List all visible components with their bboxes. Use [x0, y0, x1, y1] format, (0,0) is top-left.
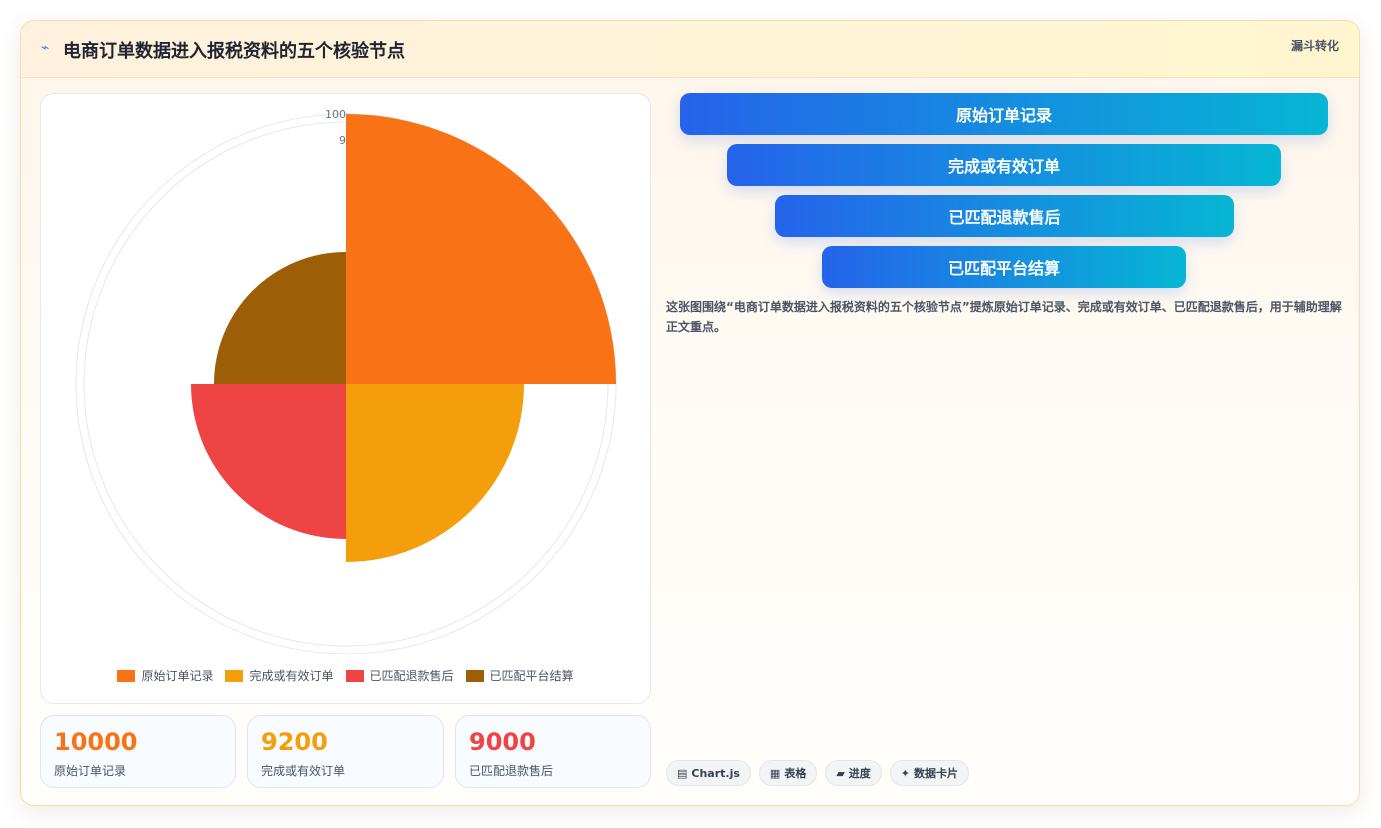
legend-label: 原始订单记录 [141, 669, 214, 683]
chart-description: 这张图围绕“电商订单数据进入报税资料的五个核验节点”提炼原始订单记录、完成或有效… [666, 300, 1342, 334]
legend-label: 完成或有效订单 [249, 669, 334, 683]
chip-progress[interactable]: ▰ 进度 [825, 760, 882, 786]
chart-card: ⌁ 电商订单数据进入报税资料的五个核验节点 漏斗转化 100 9 原始订单记录 完成… [20, 20, 1360, 806]
stat-label: 原始订单记录 [54, 764, 127, 778]
r-tick-label: 100 [325, 108, 346, 121]
chart-panel: 100 9 原始订单记录 完成或有效订单 已匹配退款售后 已匹配平台结算 [40, 93, 651, 704]
chip-chartjs[interactable]: ▤ Chart.js [666, 760, 751, 786]
chip-table[interactable]: ▦ 表格 [758, 760, 818, 786]
tech-chips: ▤ Chart.js ▦ 表格 ▰ 进度 ✦ 数据卡片 [666, 760, 970, 786]
funnel-stage-1: 原始订单记录 [680, 93, 1328, 135]
funnel-stage-2: 完成或有效订单 [727, 144, 1281, 186]
legend-swatch [345, 669, 364, 682]
stat-value: 9000 [469, 728, 536, 756]
funnel-stage-3: 已匹配退款售后 [775, 195, 1234, 237]
stat-card-3: 9000 已匹配退款售后 [455, 715, 651, 788]
stat-card-2: 9200 完成或有效订单 [247, 715, 444, 788]
chip-label: 进度 [848, 767, 871, 780]
stat-value: 9200 [261, 728, 328, 756]
chart-legend: 原始订单记录 完成或有效订单 已匹配退款售后 已匹配平台结算 [41, 667, 650, 684]
chart-icon: ▤ [677, 766, 688, 780]
progress-icon: ▰ [836, 766, 845, 780]
chip-data-cards[interactable]: ✦ 数据卡片 [889, 760, 970, 786]
polar-segment-3[interactable] [191, 384, 346, 539]
table-icon: ▦ [769, 766, 781, 780]
r-tick-label: 9 [339, 134, 346, 147]
polar-segment-2[interactable] [346, 384, 524, 562]
bolt-icon: ⌁ [41, 40, 50, 56]
stat-label: 已匹配退款售后 [469, 764, 554, 778]
card-header: ⌁ 电商订单数据进入报税资料的五个核验节点 漏斗转化 [21, 21, 1359, 78]
legend-swatch [225, 669, 244, 682]
polar-segment-1[interactable] [346, 114, 616, 384]
chip-label: 表格 [784, 767, 807, 780]
sparkle-icon: ✦ [900, 766, 911, 780]
polar-area-chart: 100 9 [75, 108, 617, 654]
stat-value: 10000 [54, 728, 138, 756]
chip-label: 数据卡片 [914, 767, 959, 780]
chart-type-tag: 漏斗转化 [1290, 39, 1339, 53]
stat-label: 完成或有效订单 [261, 764, 346, 778]
legend-swatch [117, 669, 136, 682]
chip-label: Chart.js [691, 766, 740, 780]
funnel-stage-4: 已匹配平台结算 [822, 246, 1186, 288]
page-title: 电商订单数据进入报税资料的五个核验节点 [63, 41, 405, 62]
legend-item-4[interactable]: 已匹配平台结算 [465, 667, 574, 684]
legend-swatch [465, 669, 484, 682]
legend-item-3[interactable]: 已匹配退款售后 [345, 667, 454, 684]
legend-label: 已匹配退款售后 [369, 669, 454, 683]
legend-label: 已匹配平台结算 [489, 669, 574, 683]
legend-item-1[interactable]: 原始订单记录 [117, 667, 213, 684]
legend-item-2[interactable]: 完成或有效订单 [225, 667, 334, 684]
polar-segment-4[interactable] [214, 252, 346, 384]
stat-card-1: 10000 原始订单记录 [40, 715, 236, 788]
